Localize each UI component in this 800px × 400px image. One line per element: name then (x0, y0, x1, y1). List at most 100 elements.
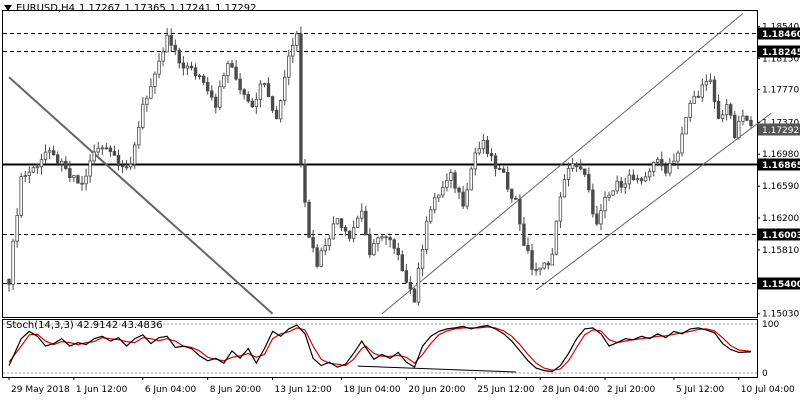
candle-body (684, 116, 688, 135)
candle-body (153, 73, 157, 87)
candle-body (631, 174, 636, 181)
candle-body (526, 244, 530, 251)
candle-body (76, 175, 80, 184)
candle-body (453, 172, 457, 189)
level-tag-label: 1.16865 (762, 161, 800, 171)
candle-body (315, 247, 319, 267)
candle-body (295, 33, 299, 46)
price-tick-label: 1.16590 (762, 182, 799, 192)
time-tick-label: 5 Jul 12:00 (676, 385, 725, 395)
candle-body (72, 175, 76, 179)
candle-body (254, 98, 259, 108)
candle-body (485, 139, 490, 154)
candle-body (445, 180, 449, 188)
candle-body (234, 66, 238, 80)
candle-body (676, 152, 680, 162)
candle-body (60, 160, 64, 165)
candle-body (116, 154, 121, 167)
candle-body (660, 159, 664, 167)
candle-body (615, 180, 619, 192)
candle-body (283, 76, 287, 101)
candle-body (481, 139, 486, 150)
candle-body (112, 151, 117, 156)
candle-body (23, 175, 27, 178)
candle-body (51, 150, 56, 156)
candle-body (570, 163, 575, 169)
price-tick-label: 1.15810 (762, 246, 799, 256)
candle-body (497, 168, 502, 170)
candle-body (226, 63, 230, 77)
candle-body (712, 79, 717, 102)
candle-body (372, 243, 376, 256)
candle-body (708, 79, 713, 82)
candle-body (534, 268, 538, 271)
time-tick-label: 18 Jun 04:00 (343, 385, 400, 395)
candle-body (307, 201, 311, 238)
candle-body (258, 83, 263, 100)
candle-body (145, 97, 149, 105)
divergence-line (357, 365, 516, 373)
time-tick-label: 6 Jun 04:00 (145, 385, 197, 395)
high-value: 1.17365 (124, 3, 166, 14)
candle-body (396, 247, 400, 256)
candle-body (441, 186, 445, 196)
candle-body (161, 51, 165, 62)
close-value: 1.17292 (215, 3, 257, 14)
candle-body (741, 115, 745, 122)
candle-body (647, 170, 652, 178)
candle-body (457, 187, 461, 193)
candle-body (35, 166, 40, 169)
price-tick-label: 1.17370 (762, 118, 799, 128)
candle-body (278, 100, 283, 120)
candle-body (351, 226, 356, 239)
candle-body (242, 89, 246, 95)
candle-body (554, 220, 559, 255)
candle-body (197, 75, 202, 77)
candle-body (181, 62, 186, 69)
candle-body (680, 133, 684, 154)
level-tag (758, 27, 800, 40)
candle-body (672, 160, 676, 164)
oscillator-header: Stoch(14,3,3) 42.9142 43.4836 (6, 320, 166, 331)
candle-body (210, 90, 214, 98)
candle-body (347, 230, 352, 239)
candle-body (530, 250, 534, 270)
candle-body (141, 103, 145, 128)
candle-body (376, 237, 380, 244)
candle-body (424, 220, 429, 250)
candle-body (522, 223, 526, 246)
candle-body (558, 196, 563, 222)
candle-body (124, 166, 129, 169)
time-tick-label: 10 Jul 04:00 (741, 385, 795, 395)
oscillator-axis: 100 0 (3, 320, 779, 379)
candle-body (7, 278, 11, 285)
candles (7, 26, 753, 306)
candle-body (343, 227, 348, 232)
level-tag (758, 228, 800, 241)
candle-body (603, 197, 607, 212)
price-tick-label: 1.17770 (762, 86, 799, 96)
candle-body (250, 100, 254, 108)
candle-body (274, 109, 279, 120)
candle-body (104, 147, 109, 150)
candle-body (518, 198, 522, 225)
candle-body (311, 237, 315, 249)
symbol-label: EURUSD,H4 (16, 3, 76, 14)
candle-body (420, 249, 425, 269)
symbol-dropdown-icon[interactable] (4, 5, 12, 11)
oscillator-lines (8, 324, 752, 373)
candle-body (562, 179, 567, 198)
time-tick-label: 8 Jun 20:00 (210, 385, 262, 395)
candle-body (299, 33, 303, 165)
candle-body (737, 120, 741, 139)
time-tick-label: 29 May 2018 (11, 385, 70, 395)
price-tick-label: 1.15030 (762, 310, 799, 320)
candle-body (230, 63, 234, 68)
oscillator-tick-label: 0 (762, 369, 768, 379)
level-tag (758, 277, 800, 290)
candle-body (550, 253, 555, 266)
candle-body (538, 267, 542, 271)
candle-body (388, 237, 392, 241)
candle-body (222, 75, 226, 88)
